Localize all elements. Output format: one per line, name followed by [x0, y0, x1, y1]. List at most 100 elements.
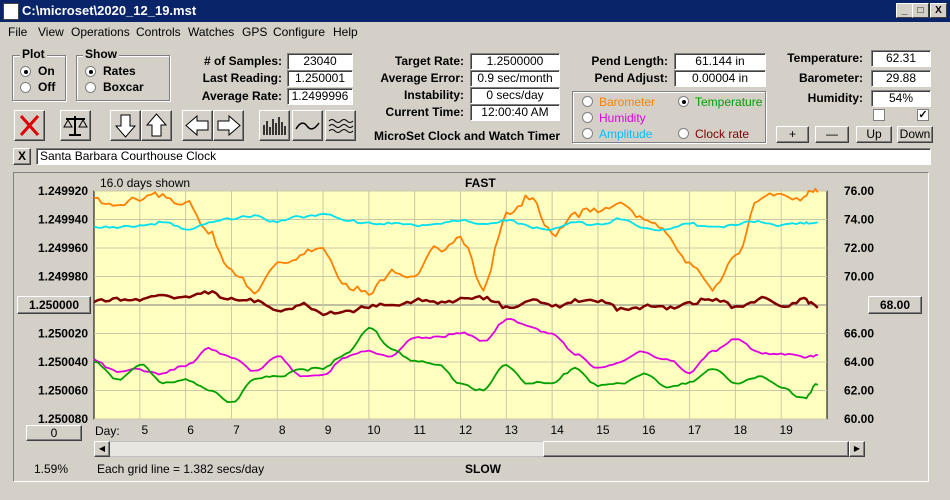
clock-rate-option[interactable]: Clock rate	[695, 127, 750, 141]
plot-on-label[interactable]: On	[38, 64, 55, 78]
right-tick-label: 74.00	[844, 213, 874, 227]
wave-view-button[interactable]	[292, 110, 323, 141]
app-icon[interactable]	[3, 3, 19, 20]
day-axis: 5 6 7 8 9 10 11 12 13 14 15 16 17 18 19	[141, 423, 793, 437]
show-group	[76, 55, 170, 101]
pend-length-label: Pend Length:	[591, 54, 668, 68]
left-tick-label: 1.250040	[38, 355, 88, 369]
window-title: C:\microset\2020_12_19.mst	[22, 3, 197, 18]
series-selector	[572, 91, 766, 143]
move-up-button[interactable]	[141, 110, 172, 141]
temperature-option[interactable]: Temperature	[695, 95, 763, 109]
right-tick-label: 70.00	[844, 270, 874, 284]
menu-view[interactable]: View	[38, 25, 64, 39]
menu-file[interactable]: File	[8, 25, 28, 39]
barometer-radio[interactable]	[582, 96, 593, 107]
series-line-clock-rate	[93, 290, 819, 317]
waves-view-button[interactable]	[325, 110, 356, 141]
maximize-button[interactable]: □	[912, 3, 929, 18]
zoom-out-button[interactable]: —	[815, 126, 849, 143]
stop-button[interactable]	[14, 110, 45, 141]
left-tick-label: 1.250060	[38, 384, 88, 398]
right-tick-label: 64.00	[844, 355, 874, 369]
rate-chart[interactable]: 1.249920 1.249940 1.249960 1.249980 1.250020…	[14, 173, 927, 480]
menu-gps[interactable]: GPS	[242, 25, 268, 39]
day-tick-label: 15	[596, 423, 610, 437]
arrow-down-icon	[114, 114, 137, 138]
left-tick-label: 1.249920	[38, 184, 88, 198]
scroll-right-button[interactable]: ▶	[849, 441, 865, 457]
average-error-field: 0.9 sec/month	[470, 70, 560, 87]
current-time-label: Current Time:	[385, 105, 464, 119]
waves-icon	[328, 119, 354, 133]
menu-watches[interactable]: Watches	[188, 25, 235, 39]
humidity-option[interactable]: Humidity	[599, 111, 646, 125]
scroll-left-button[interactable]: ◀	[94, 441, 110, 457]
day-tick-label: 18	[734, 423, 748, 437]
barometer-option[interactable]: Barometer	[599, 95, 656, 109]
minimize-button[interactable]: _	[896, 3, 913, 18]
average-rate-label: Average Rate:	[201, 89, 282, 103]
show-group-title: Show	[83, 47, 119, 61]
plot-off-radio[interactable]	[20, 82, 31, 93]
humidity-radio[interactable]	[582, 112, 593, 123]
option-checkbox-2[interactable]: ✓	[917, 109, 929, 121]
menu-operations[interactable]: Operations	[71, 25, 130, 39]
amplitude-option[interactable]: Amplitude	[599, 127, 653, 141]
left-axis: 1.249920 1.249940 1.249960 1.249980 1.250020…	[38, 184, 88, 426]
app-caption: MicroSet Clock and Watch Timer	[374, 129, 561, 143]
show-boxcar-label[interactable]: Boxcar	[103, 80, 144, 94]
show-rates-radio[interactable]	[85, 66, 96, 77]
left-tick-label: 1.249940	[38, 213, 88, 227]
zoom-in-button[interactable]: +	[776, 126, 809, 143]
temperature-radio[interactable]	[678, 96, 689, 107]
move-left-button[interactable]	[182, 110, 213, 141]
average-error-label: Average Error:	[380, 71, 464, 85]
description-field[interactable]: Santa Barbara Courthouse Clock	[36, 148, 931, 165]
scroll-up-button[interactable]: Up	[856, 126, 892, 143]
right-tick-label: 72.00	[844, 241, 874, 255]
clear-description-button[interactable]: X	[13, 148, 31, 165]
instability-label: Instability:	[403, 88, 464, 102]
title-bar[interactable]: C:\microset\2020_12_19.mst _ □ X	[0, 0, 950, 22]
pend-length-field[interactable]: 61.144 in	[674, 53, 766, 70]
menu-help[interactable]: Help	[333, 25, 358, 39]
balance-button[interactable]	[60, 110, 91, 141]
pend-adjust-field: 0.00004 in	[674, 70, 766, 87]
menu-controls[interactable]: Controls	[136, 25, 181, 39]
percent-label: 1.59%	[34, 462, 69, 476]
close-button[interactable]: X	[930, 3, 947, 18]
day-tick-label: 9	[325, 423, 332, 437]
arrow-up-icon	[145, 113, 168, 137]
offset-button[interactable]: 0	[26, 425, 82, 441]
day-tick-label: 6	[187, 423, 194, 437]
left-tick-label: 1.250080	[38, 412, 88, 426]
scroll-left-icon: ◀	[98, 444, 106, 453]
move-down-button[interactable]	[110, 110, 141, 141]
amplitude-radio[interactable]	[582, 128, 593, 139]
scrollbar-thumb[interactable]	[543, 441, 849, 457]
plot-group	[12, 55, 66, 101]
move-right-button[interactable]	[213, 110, 244, 141]
target-rate-field[interactable]: 1.2500000	[470, 53, 560, 70]
stop-icon	[19, 114, 40, 137]
left-tick-label: 1.249980	[38, 270, 88, 284]
day-tick-label: 17	[688, 423, 702, 437]
scroll-down-button[interactable]: Down	[897, 126, 933, 143]
left-reference-button[interactable]: 1.250000	[17, 296, 91, 314]
samples-field: 23040	[287, 53, 353, 70]
option-checkbox-1[interactable]	[873, 109, 885, 121]
show-boxcar-radio[interactable]	[85, 82, 96, 93]
slow-label: SLOW	[465, 462, 501, 476]
bars-view-button[interactable]	[259, 110, 290, 141]
clock-rate-radio[interactable]	[678, 128, 689, 139]
show-rates-label[interactable]: Rates	[103, 64, 136, 78]
plot-on-radio[interactable]	[20, 66, 31, 77]
temperature-field: 62.31	[871, 50, 931, 67]
balance-icon	[63, 116, 88, 136]
plot-off-label[interactable]: Off	[38, 80, 56, 94]
right-reference-button[interactable]: 68.00	[868, 296, 922, 314]
menu-configure[interactable]: Configure	[273, 25, 326, 39]
arrow-right-icon	[217, 114, 241, 137]
day-tick-label: 14	[550, 423, 564, 437]
